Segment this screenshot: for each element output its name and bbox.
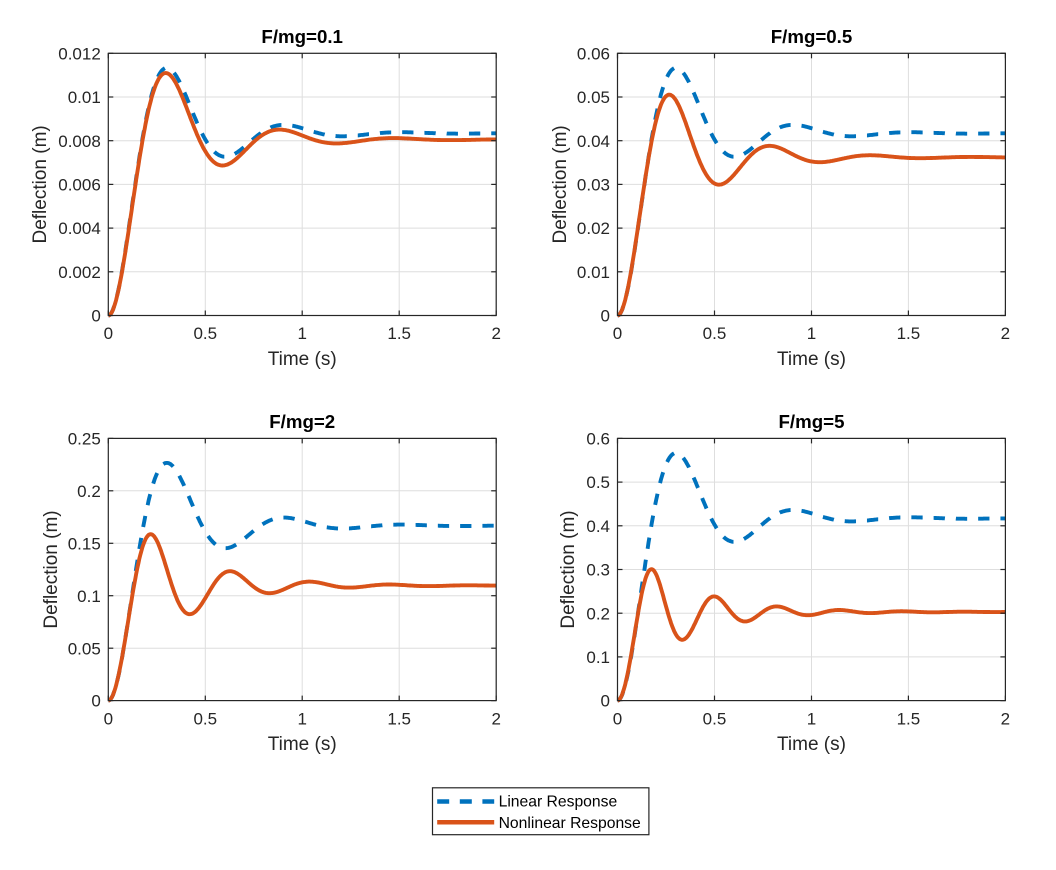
svg-text:0.012: 0.012: [58, 44, 101, 63]
svg-text:1.5: 1.5: [897, 324, 921, 343]
svg-text:0: 0: [601, 692, 610, 711]
svg-text:0.06: 0.06: [577, 44, 610, 63]
svg-text:1: 1: [297, 709, 306, 728]
svg-text:2: 2: [491, 709, 500, 728]
svg-text:Time (s): Time (s): [777, 734, 846, 755]
svg-text:F/mg=2: F/mg=2: [269, 411, 335, 432]
svg-text:1.5: 1.5: [387, 709, 411, 728]
svg-text:Deflection (m): Deflection (m): [41, 510, 62, 628]
svg-text:0.1: 0.1: [586, 648, 610, 667]
svg-text:2: 2: [491, 324, 500, 343]
svg-text:Time (s): Time (s): [268, 349, 337, 370]
svg-text:1.5: 1.5: [897, 709, 921, 728]
svg-text:0.2: 0.2: [586, 604, 610, 623]
svg-text:0.1: 0.1: [77, 587, 101, 606]
svg-text:0.5: 0.5: [193, 709, 217, 728]
svg-text:2: 2: [1001, 324, 1010, 343]
svg-text:F/mg=5: F/mg=5: [779, 411, 845, 432]
svg-text:0.15: 0.15: [68, 534, 101, 553]
svg-text:0.01: 0.01: [68, 88, 101, 107]
svg-text:0.5: 0.5: [586, 473, 610, 492]
svg-text:F/mg=0.5: F/mg=0.5: [771, 26, 853, 47]
svg-text:0.008: 0.008: [58, 132, 101, 151]
svg-text:0: 0: [104, 709, 113, 728]
svg-text:1.5: 1.5: [387, 324, 411, 343]
svg-text:0.5: 0.5: [703, 709, 727, 728]
svg-text:0.5: 0.5: [703, 324, 727, 343]
svg-text:0.2: 0.2: [77, 482, 101, 501]
svg-text:Deflection (m): Deflection (m): [550, 125, 571, 243]
svg-text:0: 0: [104, 324, 113, 343]
svg-text:0.04: 0.04: [577, 132, 610, 151]
svg-text:0.25: 0.25: [68, 430, 101, 449]
svg-text:0.05: 0.05: [577, 88, 610, 107]
svg-text:Time (s): Time (s): [268, 734, 337, 755]
svg-text:1: 1: [297, 324, 306, 343]
svg-text:0.05: 0.05: [68, 639, 101, 658]
svg-text:0: 0: [601, 307, 610, 326]
svg-text:0.03: 0.03: [577, 176, 610, 195]
svg-text:Time (s): Time (s): [777, 349, 846, 370]
svg-text:0.01: 0.01: [577, 263, 610, 282]
svg-text:2: 2: [1001, 709, 1010, 728]
svg-text:0.02: 0.02: [577, 219, 610, 238]
svg-text:0.6: 0.6: [586, 430, 610, 449]
svg-text:0: 0: [613, 709, 622, 728]
svg-text:0.002: 0.002: [58, 263, 101, 282]
svg-text:0: 0: [613, 324, 622, 343]
svg-text:1: 1: [807, 324, 816, 343]
svg-text:0.4: 0.4: [586, 517, 610, 536]
svg-text:0.5: 0.5: [193, 324, 217, 343]
svg-text:0.006: 0.006: [58, 176, 101, 195]
svg-text:0: 0: [91, 692, 100, 711]
svg-text:Deflection (m): Deflection (m): [558, 510, 579, 628]
svg-text:Deflection (m): Deflection (m): [30, 125, 51, 243]
svg-text:Nonlinear Response: Nonlinear Response: [499, 815, 641, 832]
svg-text:Linear Response: Linear Response: [499, 793, 618, 810]
svg-text:0: 0: [91, 307, 100, 326]
svg-text:0.004: 0.004: [58, 219, 101, 238]
svg-text:F/mg=0.1: F/mg=0.1: [261, 26, 343, 47]
svg-text:0.3: 0.3: [586, 561, 610, 580]
svg-text:1: 1: [807, 709, 816, 728]
